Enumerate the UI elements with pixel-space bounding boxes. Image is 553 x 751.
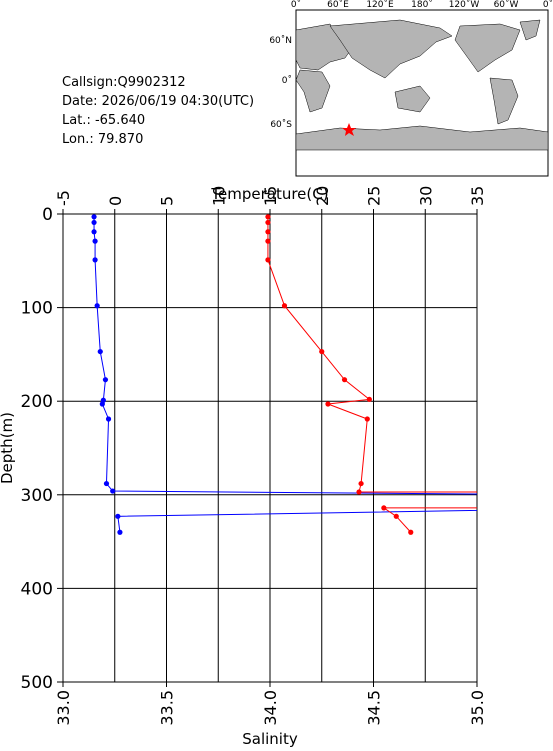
profile-point	[94, 303, 100, 309]
bottom-tick-label: 33.0	[54, 690, 73, 726]
profile-point	[265, 219, 271, 226]
y-tick-label: 0	[42, 205, 53, 225]
lon-label: 120˚E	[366, 0, 394, 10]
profile-point	[92, 238, 98, 244]
top-tick-label: 35	[468, 186, 487, 206]
lat-label: 60˚S	[270, 119, 292, 130]
profile-point	[103, 480, 110, 487]
y-tick-label: 400	[21, 579, 53, 599]
y-tick-label: 200	[21, 392, 53, 412]
map-inset: 0˚ 60˚E 120˚E 180˚ 120˚W 60˚W 0˚ 60˚N 0˚ 60˚S	[269, 0, 553, 177]
profile-point	[115, 513, 121, 519]
plot-series	[91, 214, 477, 535]
y-tick-label: 500	[21, 673, 53, 693]
top-tick-label: -5	[54, 190, 73, 206]
profile-point	[91, 229, 97, 235]
top-axis-title: Temperature(C)	[210, 185, 328, 203]
y-tick-label: 100	[21, 299, 53, 319]
profile-point	[105, 416, 112, 422]
profile-point	[97, 348, 103, 355]
profile-point	[356, 489, 362, 495]
profile-point	[91, 214, 97, 220]
profile-point	[92, 257, 98, 263]
profile-point	[102, 377, 109, 383]
y-tick-label: 300	[21, 486, 53, 506]
profile-point	[91, 219, 97, 226]
lon-label: 60˚W	[494, 0, 519, 10]
lon-label: 60˚E	[327, 0, 349, 10]
profile-point	[265, 214, 271, 220]
lon-label: 180˚	[411, 0, 433, 10]
top-tick-label: 30	[416, 186, 435, 206]
profile-point	[110, 488, 116, 494]
profile-point	[366, 396, 372, 402]
profile-point	[364, 416, 370, 422]
profile-point	[325, 401, 331, 407]
float-position	[342, 123, 356, 136]
info-line: Callsign:Q9902312	[62, 75, 186, 90]
bottom-tick-label: 33.5	[158, 690, 177, 726]
profile-point	[381, 505, 387, 511]
top-tick-label: 20	[313, 186, 332, 206]
info-line: Lon.: 79.870	[62, 132, 143, 147]
bottom-tick-label: 35.0	[468, 690, 487, 726]
profile-point	[319, 348, 325, 355]
profile-line	[267, 216, 477, 533]
bottom-tick-label: 34.0	[261, 690, 280, 726]
info-line: Lat.: -65.640	[62, 113, 145, 128]
top-tick-label: 25	[365, 186, 384, 206]
info-line: Date: 2026/06/19 04:30(UTC)	[62, 94, 254, 109]
profile-point	[265, 229, 271, 235]
profile-point	[265, 257, 271, 263]
profile-point	[393, 513, 399, 519]
top-tick-label: 10	[209, 186, 228, 206]
bottom-axis-title: Salinity	[242, 730, 298, 748]
profile-point	[408, 529, 414, 535]
lon-label: 0˚	[291, 0, 301, 10]
profile-point	[265, 238, 271, 244]
profile-point	[358, 480, 364, 487]
lat-label: 60˚N	[269, 35, 292, 46]
profile-point	[99, 401, 105, 407]
bottom-tick-label: 34.5	[365, 690, 384, 726]
lon-label: 0˚	[543, 0, 553, 10]
profile-point	[117, 529, 123, 535]
y-axis-title: Depth(m)	[0, 412, 16, 484]
land	[295, 19, 549, 151]
profile-point	[281, 303, 288, 309]
lat-label: 0˚	[282, 75, 292, 86]
lon-label: 120˚W	[449, 0, 480, 10]
profile-point	[341, 377, 348, 383]
top-tick-label: 0	[106, 196, 125, 206]
profile-line	[93, 216, 477, 533]
top-tick-label: 5	[158, 196, 177, 206]
top-tick-label: 15	[261, 186, 280, 206]
